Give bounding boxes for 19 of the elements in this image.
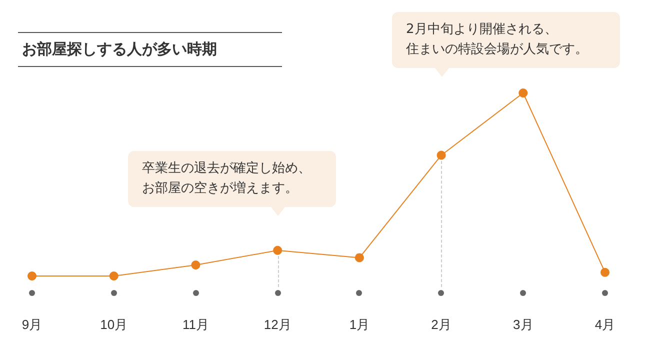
x-tick-label: 9月: [22, 317, 42, 332]
point: [354, 253, 364, 262]
text: 2月中旬より開催される、住まいの特設会場が人気です。: [392, 12, 620, 68]
x-tick-label: 2月: [431, 317, 452, 332]
point: [518, 88, 528, 98]
x-tick-label: 3月: [513, 317, 534, 332]
x-tick-label: 11月: [182, 317, 209, 332]
point: [28, 272, 36, 280]
point: [436, 150, 446, 160]
point: [600, 268, 610, 277]
x-tick-label: 4月: [594, 317, 616, 332]
point: [273, 246, 282, 255]
point: [191, 260, 200, 270]
x-tick-label: 12月: [264, 317, 292, 332]
x-tick-label: 1月: [349, 317, 370, 332]
annotation: 卒業生の退去が確定し始め、お部屋の空きが増えます。: [128, 151, 336, 207]
x-tick-label: 10月: [100, 317, 128, 332]
point: [109, 272, 118, 280]
chart-title: お部屋探しする人が多い時期: [18, 32, 282, 67]
